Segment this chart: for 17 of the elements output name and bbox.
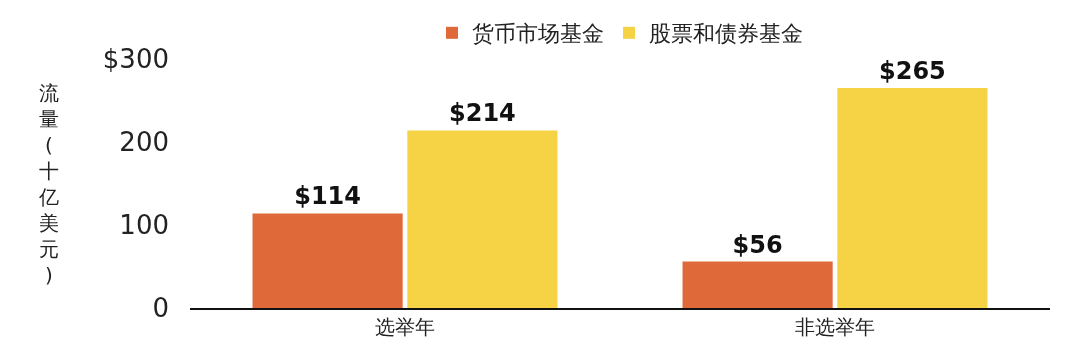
bar: [682, 261, 833, 308]
y-tick-label: 200: [119, 127, 169, 158]
data-label: $56: [732, 230, 783, 259]
bar: [252, 213, 403, 308]
legend-label: 货币市场基金: [472, 21, 604, 47]
y-tick-label: 100: [119, 210, 169, 241]
bar: [407, 130, 558, 308]
data-label: $214: [449, 99, 516, 128]
data-label: $114: [294, 182, 361, 211]
legend-label: 股票和债券基金: [649, 21, 803, 47]
y-axis-title: 流量(十亿美元): [38, 81, 59, 287]
x-tick-label: 非选举年: [795, 315, 875, 339]
y-tick-label: $300: [102, 44, 169, 75]
x-tick-label: 选举年: [375, 315, 435, 339]
y-tick-label: 0: [152, 293, 169, 324]
data-label: $265: [879, 57, 946, 86]
bar: [837, 88, 988, 308]
